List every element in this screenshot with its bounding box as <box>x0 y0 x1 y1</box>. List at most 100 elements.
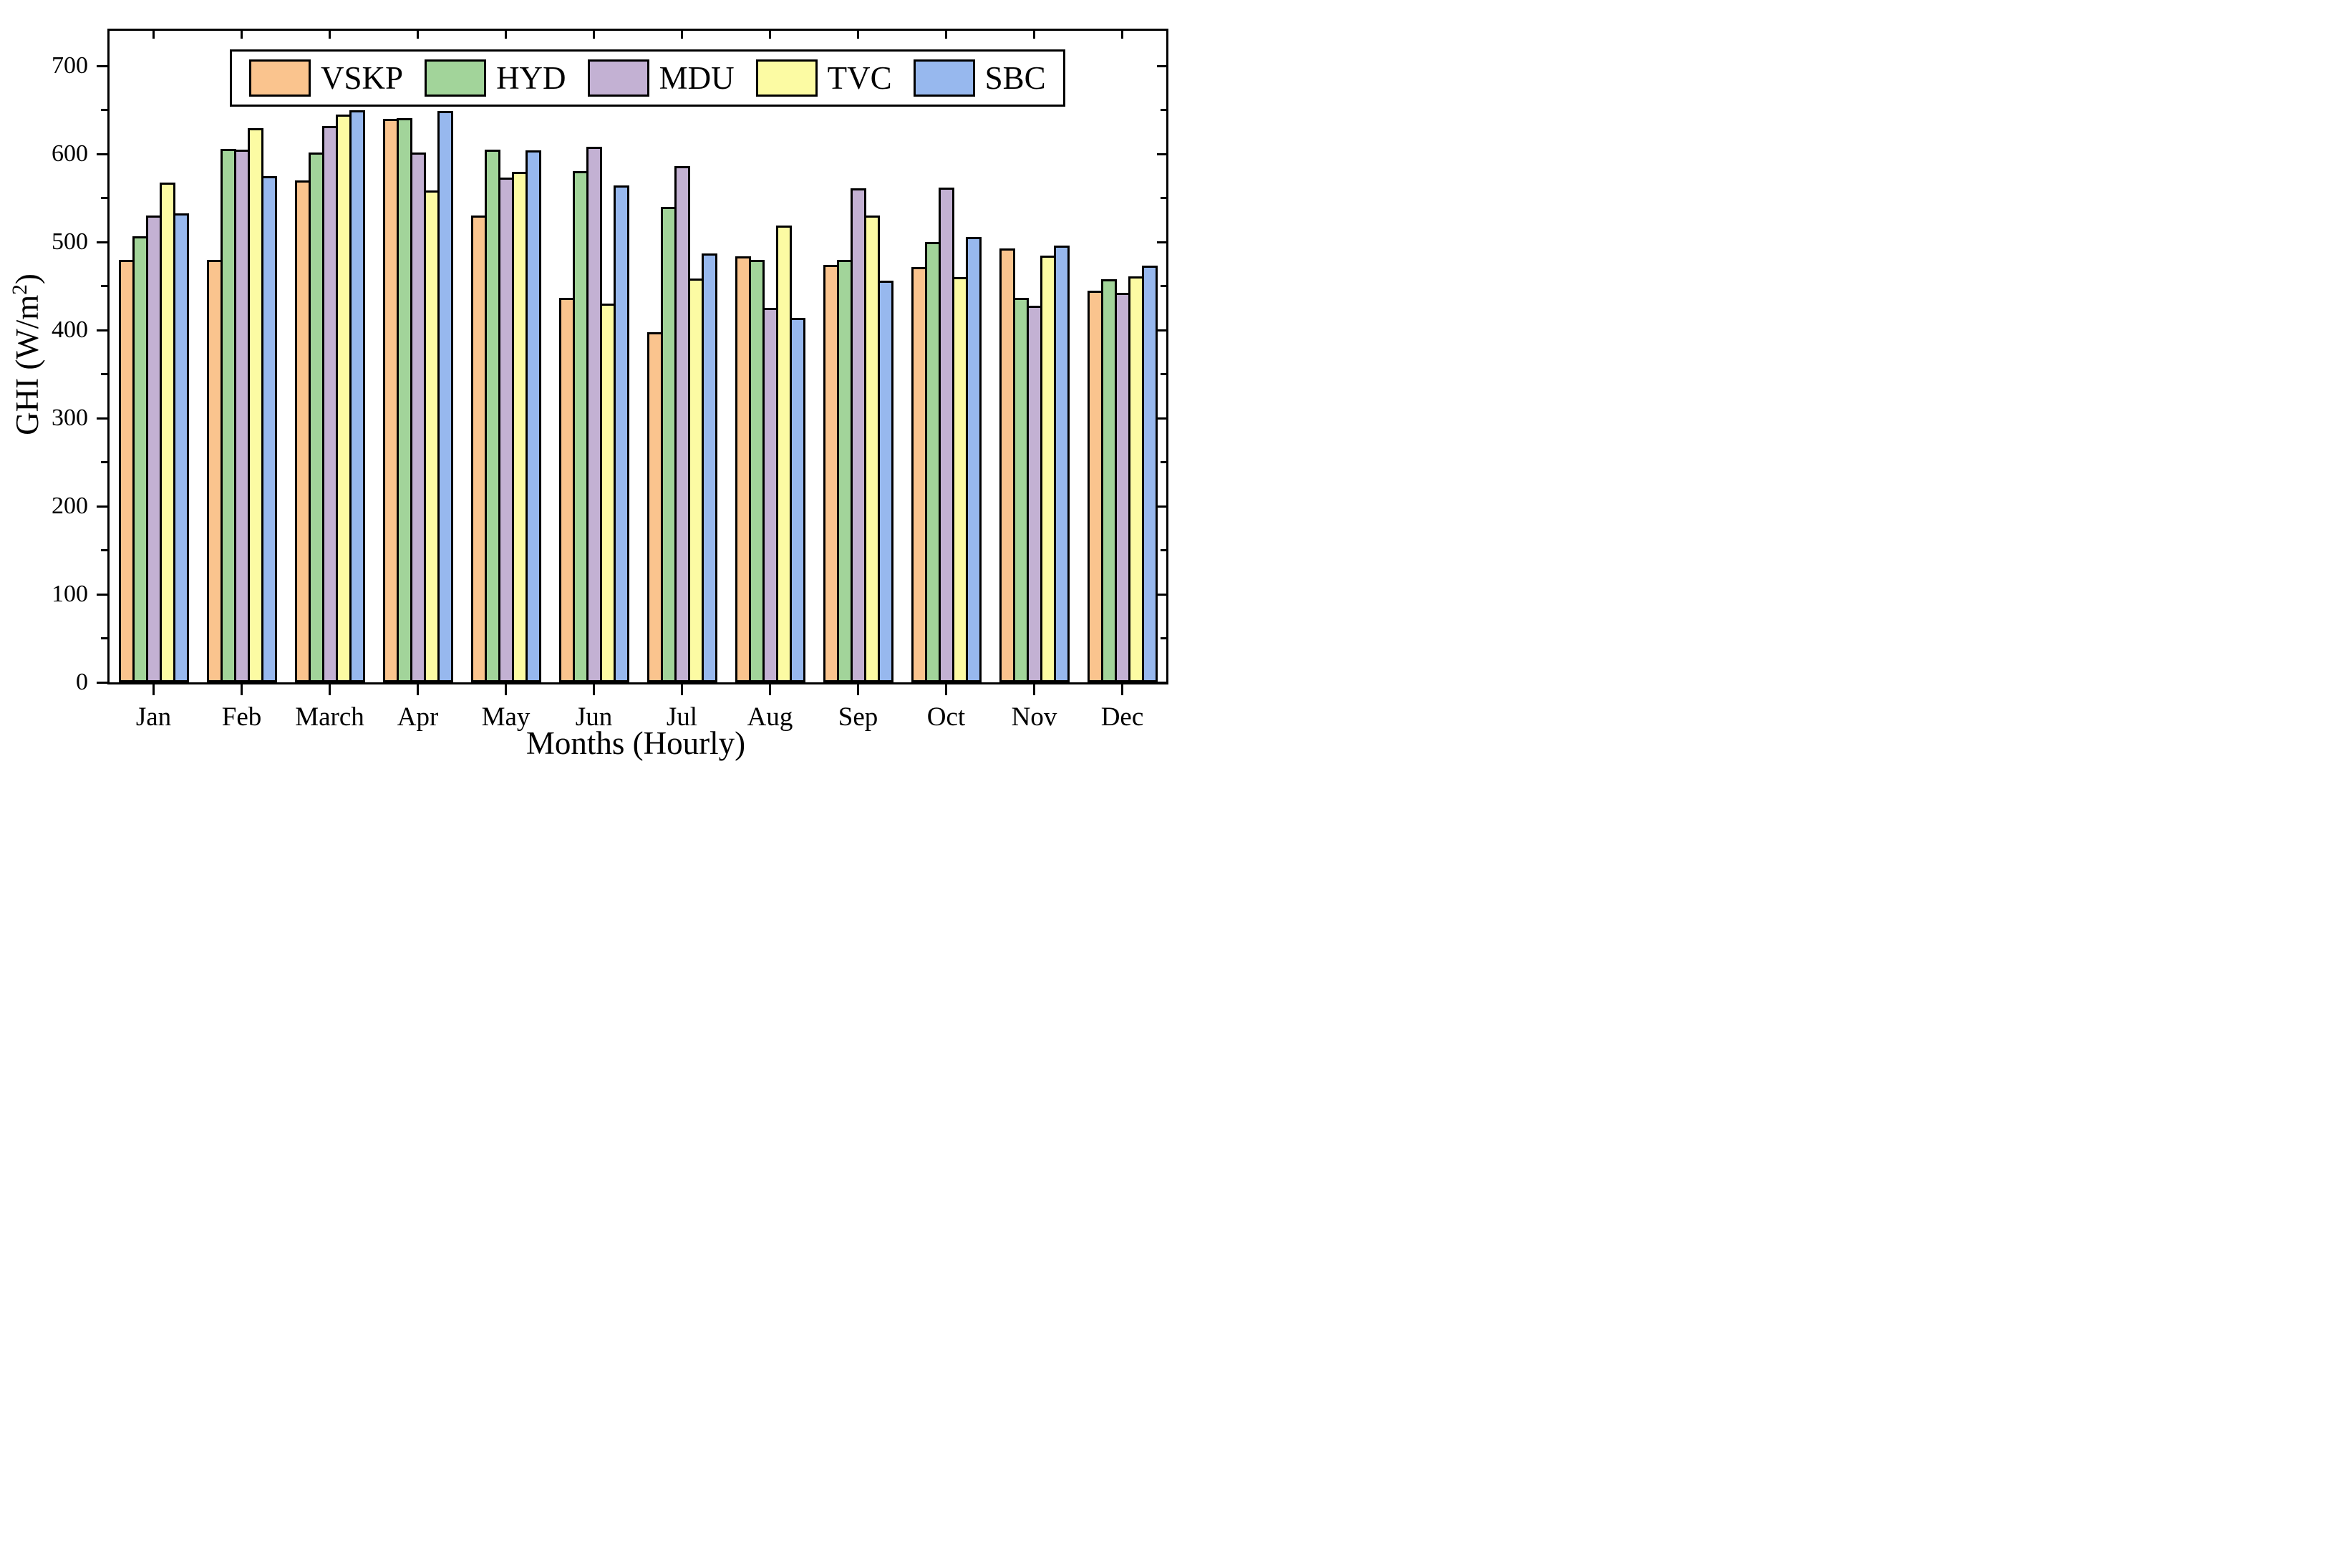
y-major-tick <box>97 241 107 243</box>
x-major-tick-top <box>681 31 683 39</box>
x-tick-label: Apr <box>397 702 439 732</box>
legend-swatch-hyd <box>425 59 487 97</box>
x-tick-label: Nov <box>1011 702 1057 732</box>
y-tick-label: 700 <box>52 52 88 79</box>
y-minor-tick-right <box>1161 549 1166 552</box>
y-major-tick <box>97 153 107 155</box>
y-major-tick-right <box>1157 593 1166 596</box>
x-major-tick-top <box>1121 31 1123 39</box>
y-major-tick-right <box>1157 64 1166 67</box>
x-major-tick <box>681 684 683 695</box>
x-major-tick <box>857 684 859 695</box>
legend-label-hyd: HYD <box>496 59 566 96</box>
y-minor-tick-right <box>1161 637 1166 639</box>
x-major-tick <box>945 684 947 695</box>
bar-sbc-march <box>349 110 365 682</box>
x-major-tick <box>1121 684 1123 695</box>
y-tick-label: 200 <box>52 493 88 520</box>
x-major-tick-top <box>505 31 507 39</box>
x-tick-label: Jan <box>135 702 172 732</box>
y-minor-tick <box>101 197 107 200</box>
x-tick-label: Dec <box>1100 702 1144 732</box>
x-tick-label: Oct <box>926 702 966 732</box>
bar-sbc-feb <box>261 176 277 682</box>
plot-area: VSKP HYD MDU TVC SBC 0 100 200 300 400 500 600 700 J… <box>52 29 1168 732</box>
x-axis-title: Months (Hourly) <box>526 725 746 761</box>
legend: VSKP HYD MDU TVC SBC <box>230 49 1065 107</box>
x-major-tick-top <box>1033 31 1035 39</box>
y-major-tick-right <box>1157 681 1166 684</box>
x-major-tick <box>593 684 595 695</box>
y-minor-tick-right <box>1161 461 1166 464</box>
y-major-tick <box>97 417 107 420</box>
x-tick-label: May <box>481 702 531 732</box>
y-minor-tick <box>101 109 107 112</box>
x-major-tick-top <box>593 31 595 39</box>
legend-label-tvc: TVC <box>827 59 892 96</box>
legend-item-tvc: TVC <box>755 59 892 97</box>
y-tick-label: 300 <box>52 405 88 432</box>
bar-sbc-oct <box>965 237 982 682</box>
y-major-tick <box>97 505 107 508</box>
y-major-tick-right <box>1157 153 1166 155</box>
y-minor-tick <box>101 373 107 376</box>
y-minor-tick-right <box>1161 285 1166 288</box>
y-minor-tick-right <box>1161 109 1166 112</box>
y-minor-tick-right <box>1161 197 1166 200</box>
x-major-tick <box>329 684 331 695</box>
y-tick-label: 0 <box>76 669 88 695</box>
bar-sbc-jan <box>173 213 189 682</box>
legend-swatch-tvc <box>755 59 818 97</box>
x-major-tick <box>417 684 419 695</box>
x-major-tick <box>1033 684 1035 695</box>
x-tick-label: Feb <box>221 702 262 732</box>
legend-label-mdu: MDU <box>659 59 735 96</box>
y-minor-tick <box>101 461 107 464</box>
x-major-tick-top <box>945 31 947 39</box>
x-tick-label: Aug <box>747 702 793 732</box>
x-major-tick <box>241 684 243 695</box>
x-major-tick-top <box>329 31 331 39</box>
y-major-tick <box>97 593 107 596</box>
legend-swatch-sbc <box>913 59 975 97</box>
y-tick-label: 100 <box>52 581 88 608</box>
y-major-tick-right <box>1157 417 1166 420</box>
bar-sbc-jun <box>613 185 629 682</box>
x-major-tick-top <box>769 31 771 39</box>
chart-figure: VSKP HYD MDU TVC SBC 0 100 200 300 400 500 600 700 J… <box>0 0 1174 784</box>
x-tick-label: March <box>295 702 364 732</box>
legend-swatch-mdu <box>587 59 649 97</box>
x-major-tick-top <box>152 31 155 39</box>
y-major-tick-right <box>1157 505 1166 508</box>
bar-sbc-nov <box>1053 246 1070 682</box>
y-major-tick-right <box>1157 329 1166 331</box>
x-major-tick <box>769 684 771 695</box>
y-major-tick <box>97 329 107 331</box>
bar-sbc-jul <box>701 253 717 682</box>
y-tick-label: 400 <box>52 316 88 344</box>
bar-sbc-aug <box>789 318 805 682</box>
legend-item-sbc: SBC <box>913 59 1046 97</box>
bar-sbc-apr <box>437 111 453 682</box>
x-major-tick-top <box>241 31 243 39</box>
bar-sbc-may <box>525 150 541 682</box>
legend-item-mdu: MDU <box>587 59 735 97</box>
x-tick-label: Jun <box>575 702 613 732</box>
y-major-tick <box>97 64 107 67</box>
legend-swatch-vskp <box>249 59 311 97</box>
x-major-tick <box>505 684 507 695</box>
y-minor-tick-right <box>1161 373 1166 376</box>
x-major-tick-top <box>417 31 419 39</box>
y-major-tick-right <box>1157 241 1166 243</box>
x-tick-label: Sep <box>838 702 878 732</box>
y-axis-title: GHI (W/m2) <box>9 274 45 435</box>
x-major-tick <box>152 684 155 695</box>
y-tick-label: 500 <box>52 228 88 256</box>
y-minor-tick <box>101 637 107 639</box>
bar-sbc-sep <box>877 281 893 682</box>
y-minor-tick <box>101 549 107 552</box>
bar-sbc-dec <box>1141 266 1158 682</box>
y-tick-label: 600 <box>52 140 88 168</box>
y-major-tick <box>97 681 107 684</box>
x-major-tick-top <box>857 31 859 39</box>
